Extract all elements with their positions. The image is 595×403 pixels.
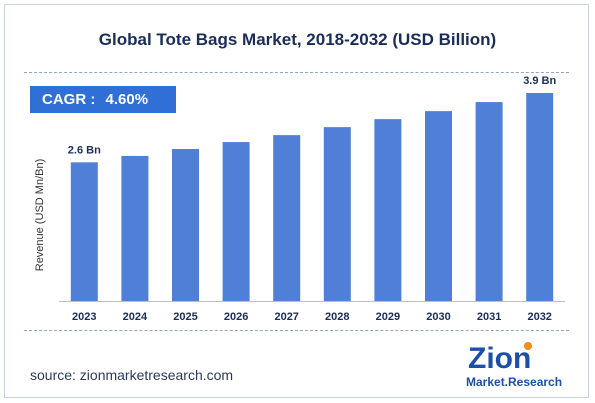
bar-2030 <box>425 111 452 301</box>
bar-2029 <box>374 119 402 301</box>
x-tick-label: 2025 <box>173 311 197 323</box>
bar-2028 <box>323 127 351 301</box>
x-tick-label: 2023 <box>72 311 96 323</box>
x-tick-label: 2030 <box>426 311 450 323</box>
x-tick-label: 2029 <box>376 311 400 323</box>
cagr-value: 4.60% <box>105 91 149 108</box>
zion-logo: Zion Market.Research <box>466 342 562 389</box>
bottom-dashed-divider <box>24 330 569 331</box>
cagr-label: CAGR : <box>42 91 96 108</box>
data-label: 2.6 Bn <box>68 144 101 156</box>
x-tick-label: 2027 <box>274 311 298 323</box>
bar-2032 <box>526 93 554 301</box>
data-label: 3.9 Bn <box>523 75 556 87</box>
x-tick-label: 2032 <box>527 311 551 323</box>
bar-2031 <box>475 102 503 301</box>
bar-2027 <box>273 135 301 301</box>
cagr-badge: CAGR : 4.60% <box>30 86 176 113</box>
x-tick-label: 2028 <box>325 311 349 323</box>
x-tick-label: 2026 <box>224 311 248 323</box>
logo-tagline: Market.Research <box>466 375 562 389</box>
chart-title: Global Tote Bags Market, 2018-2032 (USD … <box>98 30 497 49</box>
source-text: source: zionmarketresearch.com <box>30 367 234 383</box>
top-dashed-divider <box>24 72 569 73</box>
x-tick-label: 2024 <box>123 311 148 323</box>
logo-wordmark: Zion <box>468 342 531 375</box>
bar-2025 <box>172 149 199 301</box>
x-tick-label: 2031 <box>477 311 501 323</box>
logo-dot-icon <box>524 342 532 350</box>
bar-2026 <box>222 142 250 301</box>
bar-2023 <box>70 162 98 301</box>
bar-2024 <box>121 155 149 301</box>
